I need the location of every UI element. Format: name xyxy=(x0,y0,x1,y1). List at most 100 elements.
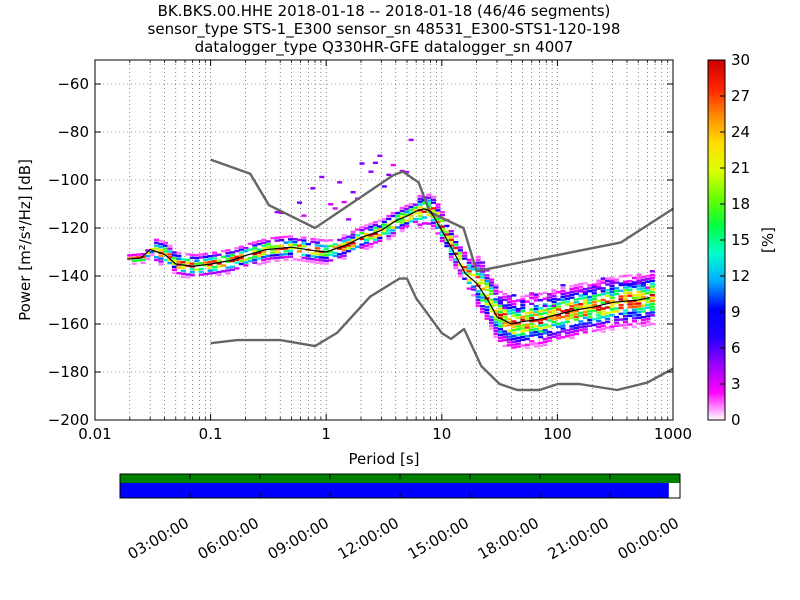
density-cell xyxy=(475,298,481,302)
density-cell xyxy=(542,337,548,341)
density-cell xyxy=(609,328,615,331)
timeline-tick-label: 03:00:00 xyxy=(125,514,192,563)
density-cell xyxy=(623,312,629,315)
density-cell xyxy=(154,244,160,247)
density-cell xyxy=(243,249,249,253)
density-cell xyxy=(529,292,535,295)
density-cell xyxy=(623,326,629,330)
density-cell xyxy=(636,293,642,297)
density-cell xyxy=(435,212,441,215)
density-cell xyxy=(618,275,624,278)
density-cell xyxy=(457,269,463,272)
density-cell xyxy=(448,241,454,244)
density-cell xyxy=(480,279,486,282)
density-cell xyxy=(270,254,276,257)
density-cell xyxy=(636,305,642,308)
density-cell xyxy=(319,175,325,179)
density-cell xyxy=(493,298,499,301)
density-cell xyxy=(154,247,160,250)
density-cell xyxy=(587,301,593,304)
density-cell xyxy=(167,261,173,265)
density-cell xyxy=(556,298,562,301)
density-cell xyxy=(578,328,584,332)
density-cell xyxy=(279,238,285,242)
density-cell xyxy=(529,308,535,311)
density-cell xyxy=(493,329,499,333)
density-cell xyxy=(547,319,553,322)
density-cell xyxy=(605,326,611,329)
density-cell xyxy=(587,287,593,290)
density-cell xyxy=(301,214,307,217)
density-cell xyxy=(386,217,392,221)
density-cell xyxy=(314,261,320,264)
density-cell xyxy=(359,243,365,246)
density-cell xyxy=(368,222,374,226)
density-cell xyxy=(194,256,200,260)
density-cell xyxy=(171,271,177,274)
density-cell xyxy=(413,220,419,224)
density-cell xyxy=(332,243,338,246)
density-cell xyxy=(631,320,638,323)
density-cell xyxy=(270,257,276,260)
density-cell xyxy=(234,258,240,261)
density-cell xyxy=(542,332,548,335)
density-cell xyxy=(614,292,620,296)
density-cell xyxy=(462,254,468,257)
density-cell xyxy=(229,265,236,269)
density-cell xyxy=(448,258,454,262)
density-cell xyxy=(542,317,548,321)
density-cell xyxy=(524,337,530,341)
density-cell xyxy=(502,324,508,327)
density-cell xyxy=(591,300,597,304)
density-cell xyxy=(600,327,606,330)
density-cell xyxy=(417,200,423,203)
density-cell xyxy=(341,251,347,254)
density-cell xyxy=(645,286,651,289)
density-cell xyxy=(466,267,472,270)
density-cell xyxy=(154,255,160,259)
density-cell xyxy=(363,247,370,250)
y-tick-label: −60 xyxy=(57,75,89,93)
density-cell xyxy=(551,300,557,304)
density-cell xyxy=(466,278,472,282)
density-cell xyxy=(189,268,195,271)
density-cell xyxy=(305,257,311,260)
density-cell xyxy=(551,309,557,312)
density-cell xyxy=(497,300,504,303)
density-cell xyxy=(493,301,499,304)
density-cell xyxy=(587,304,593,307)
density-cell xyxy=(600,316,606,319)
density-cell xyxy=(515,339,521,343)
density-cell xyxy=(395,214,401,218)
density-cell xyxy=(614,281,620,284)
density-cell xyxy=(475,290,481,293)
density-cell xyxy=(484,300,490,303)
density-cell xyxy=(377,219,383,222)
density-cell xyxy=(430,224,437,227)
density-cell xyxy=(649,285,655,288)
density-cell xyxy=(497,319,504,322)
density-cell xyxy=(600,330,606,333)
density-cell xyxy=(502,295,508,299)
density-cell xyxy=(493,326,499,330)
density-cell xyxy=(225,254,231,258)
density-cell xyxy=(645,277,651,281)
density-cell xyxy=(274,245,280,248)
density-cell xyxy=(560,287,566,290)
density-cell xyxy=(274,253,280,257)
density-cell xyxy=(203,252,209,256)
density-cell xyxy=(600,287,606,290)
density-cell xyxy=(323,239,329,242)
timeline-tick-label: 15:00:00 xyxy=(405,514,472,563)
density-cell xyxy=(587,324,593,327)
density-cell xyxy=(462,277,468,280)
density-cell xyxy=(484,269,490,272)
density-cell xyxy=(171,268,177,271)
density-cells xyxy=(127,138,655,349)
density-cell xyxy=(261,253,267,256)
density-cell xyxy=(591,295,597,298)
density-cell xyxy=(457,249,463,252)
density-cell xyxy=(645,323,651,327)
density-cell xyxy=(154,238,160,242)
density-cell xyxy=(538,333,544,336)
